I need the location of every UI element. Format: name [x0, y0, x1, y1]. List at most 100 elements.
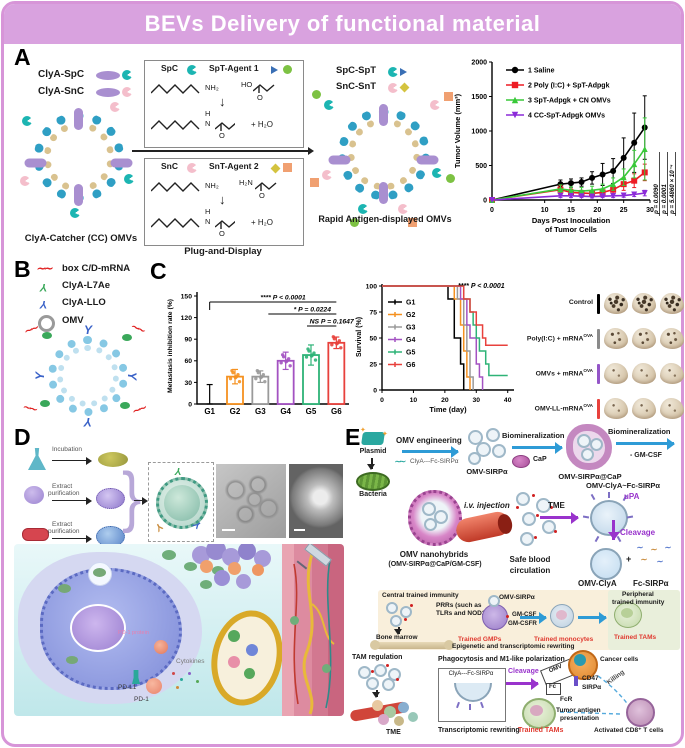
- water-label: + H₂O: [251, 120, 273, 129]
- legend-omv: OMV: [62, 315, 84, 326]
- omv-engineering-arrow: [402, 445, 459, 458]
- cleavage-arrow-2: [506, 677, 539, 690]
- svg-text:4 CC-SpT-Adpgk OMVs: 4 CC-SpT-Adpgk OMVs: [528, 113, 605, 120]
- svg-text:Tumor Volume (mm³): Tumor Volume (mm³): [453, 93, 462, 168]
- panel-e-label: E: [345, 424, 361, 450]
- omv-cargo-icon: [58, 584, 71, 593]
- lymph-node: [202, 603, 292, 713]
- svg-text:Survival (%): Survival (%): [356, 317, 363, 357]
- cd47-label: CD47: [582, 675, 599, 682]
- lung-group-label: OMVs + mRNAOVA: [535, 367, 593, 378]
- omv-icon: [290, 616, 299, 625]
- clya-protein: [379, 182, 388, 204]
- lung-image: [604, 328, 628, 349]
- omv-icon: [590, 438, 603, 451]
- legend-clya-l7ae: ClyA-L7Ae: [62, 280, 111, 291]
- omv-icon: [388, 668, 401, 681]
- water-label: + H₂O: [251, 218, 273, 227]
- monocyte-nucleus: [556, 610, 567, 620]
- tme-cell: [378, 714, 389, 725]
- dendritic-cell-icon: [244, 668, 255, 679]
- dendritic-cell-icon: [228, 630, 240, 642]
- svg-text:NS P = 0.1647: NS P = 0.1647: [310, 319, 355, 326]
- reaction-down-arrow: ↓: [219, 94, 226, 109]
- reaction-arrow: [132, 147, 314, 155]
- reaction-down-arrow: ↓: [219, 192, 226, 207]
- clya-protein: [74, 108, 83, 130]
- tumor-cell-icon: [254, 550, 271, 567]
- star-icon: ✦: [360, 427, 366, 434]
- tumor-cell-icon: [228, 562, 241, 575]
- gm-csf-dot: [371, 670, 374, 673]
- svg-text:75: 75: [369, 309, 377, 316]
- svg-text:1 Saline: 1 Saline: [528, 68, 555, 75]
- cleavage-label-2: Cleavage: [508, 668, 539, 675]
- svg-text:G4: G4: [280, 407, 291, 416]
- gm-csf-dot: [532, 494, 535, 497]
- svg-text:3 SpT-Adpgk + CN OMVs: 3 SpT-Adpgk + CN OMVs: [528, 98, 611, 105]
- clya-fc-sirpa-box: ClyA---Fc-SIRPα: [438, 668, 506, 722]
- snc-label: SnC: [161, 161, 178, 171]
- biomineralization-label-1: Biomineralization: [502, 431, 565, 440]
- lung-image: [632, 328, 656, 349]
- extract-label: Extract: [52, 521, 73, 528]
- llo-icon: Y: [84, 415, 93, 429]
- mrna-squiggle-icon: ∼∼: [36, 263, 53, 275]
- omv-clya-fc-sirpa-label: OMV-ClyA~Fc-SIRPα: [585, 481, 660, 490]
- cd47-receptor-icon: [574, 676, 578, 686]
- to-bone-arrow: [394, 627, 402, 635]
- safe-blood-label-1: Safe blood: [509, 555, 551, 564]
- cd8-tcell-icon: [626, 698, 655, 727]
- hybrid-vesicle-box: Y Y Y: [148, 462, 214, 542]
- trained-gmps-label: Trained GMPs: [458, 636, 502, 643]
- culture-disc-icon: [98, 452, 128, 467]
- construct-clya-spc: ClyA-SpC: [38, 69, 85, 80]
- svg-text:G1: G1: [204, 407, 215, 416]
- svg-text:G4: G4: [406, 337, 415, 344]
- sirpa-spike: [480, 701, 484, 709]
- omv-sirpa-cap-icon: [566, 424, 612, 470]
- antigen1-icon: [350, 218, 359, 227]
- bone-icon: [374, 642, 450, 649]
- clya-ellipse-icon: [96, 71, 120, 80]
- gm-csf-loading-label: - GM-CSF: [630, 452, 662, 459]
- fc-box-label: Fc: [549, 684, 557, 690]
- spt-arrow-icon: [400, 68, 411, 76]
- svg-text:30: 30: [473, 397, 481, 404]
- omv-ring-icon: [38, 315, 55, 332]
- clya-protein: [74, 184, 83, 206]
- legend-box-cd-mrna: box C/D-mRNA: [62, 263, 131, 274]
- pdl1-label: PD-L1: [118, 684, 137, 691]
- upa-label: uPA: [624, 492, 640, 501]
- svg-text:0: 0: [380, 397, 384, 404]
- svg-text:100: 100: [366, 283, 378, 290]
- omv-icon: [536, 498, 551, 513]
- prrs-label-1: PRRs (such as: [436, 602, 482, 609]
- gm-csfr-label: GM-CSFR: [508, 620, 537, 627]
- gmp-cell-icon: [482, 604, 508, 630]
- carbonyl-icon: [215, 122, 235, 131]
- svg-text:G5: G5: [306, 407, 317, 416]
- tme-label-2: TME: [386, 729, 401, 736]
- svg-text:G6: G6: [406, 362, 415, 369]
- clya-fc-sirpa-label-2: ClyA---Fc-SIRPα: [448, 671, 494, 677]
- bone-knob: [370, 640, 380, 650]
- training-arrow-2: [578, 612, 607, 623]
- omv-icon: [358, 666, 371, 679]
- amine-label: NH₂: [205, 83, 219, 92]
- sirpa-spike: [608, 492, 610, 498]
- bone-marrow-label: Bone marrow: [376, 634, 418, 641]
- gm-csf-dot: [410, 604, 413, 607]
- trained-tams-label-2: Trained TAMs: [518, 727, 564, 734]
- svg-text:G3: G3: [255, 407, 266, 416]
- hybrid-omv-icon: [156, 477, 208, 529]
- svg-text:Metastasis inhibition rate (%): Metastasis inhibition rate (%): [167, 299, 174, 393]
- svg-text:500: 500: [475, 163, 487, 170]
- l7ae-icon: [40, 400, 50, 407]
- svg-text:2 Poly (I:C) + SpT-Adpgk: 2 Poly (I:C) + SpT-Adpgk: [528, 83, 610, 90]
- omv-icon: [468, 452, 481, 465]
- omv-engineering-label: OMV engineering: [396, 436, 462, 445]
- immune-cell-icon: [246, 644, 258, 656]
- omv-icon: [492, 444, 506, 458]
- cleavage-arrow-1: [607, 520, 620, 540]
